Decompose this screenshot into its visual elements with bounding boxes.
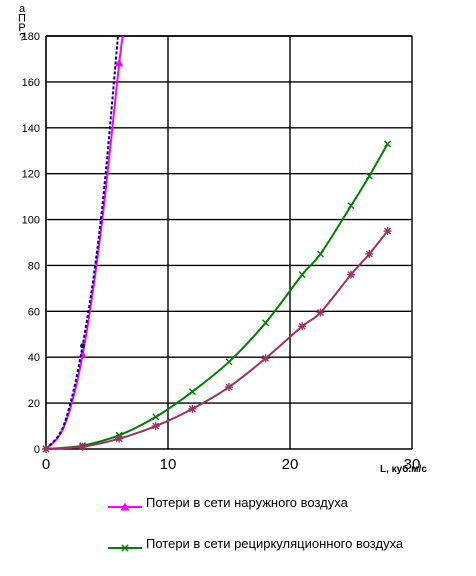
- data-point: [383, 227, 392, 236]
- data-point: [317, 250, 324, 258]
- tick-labels: 0 20 40 60 80 100 120 140 160 180 0 10 20 30: [22, 31, 421, 473]
- data-point: [298, 322, 307, 331]
- data-point: [384, 140, 392, 148]
- y-tick-label: 160: [22, 77, 40, 89]
- legend-swatch-recirculation: [108, 544, 142, 552]
- data-point: [225, 358, 233, 366]
- y-tick-label: 180: [22, 31, 40, 43]
- y-axis-label-letter: ?: [19, 32, 25, 44]
- y-tick-label: 80: [28, 260, 40, 272]
- data-point: [188, 388, 196, 396]
- data-point: [347, 270, 355, 279]
- data-point: [115, 58, 124, 67]
- legend: Потери в сети наружного воздуха Потери в…: [108, 494, 408, 576]
- x-axis-label: L, куб.м/с: [380, 463, 427, 475]
- y-tick-label: 60: [28, 306, 40, 318]
- data-point: [225, 383, 233, 392]
- data-point: [42, 445, 50, 453]
- series-line: [45, 35, 124, 450]
- y-axis-label-letter: П: [18, 13, 26, 25]
- y-tick-label: 40: [28, 352, 40, 364]
- y-axis-label: аПР?: [18, 3, 26, 44]
- y-tick-label: 0: [34, 444, 40, 456]
- y-tick-label: 120: [22, 169, 40, 181]
- data-point: [347, 202, 355, 210]
- legend-label-recirculation: Потери в сети рециркуляционного воздуха: [146, 536, 404, 551]
- series-line: [45, 35, 119, 450]
- data-point: [151, 422, 160, 431]
- x-tick-label: 30: [404, 456, 421, 473]
- data-point: [115, 434, 124, 443]
- data-point: [80, 343, 86, 349]
- data-point: [365, 172, 373, 180]
- legend-item-recirculation: Потери в сети рециркуляционного воздуха: [108, 535, 408, 572]
- data-point: [261, 354, 270, 363]
- data-point: [298, 271, 306, 279]
- y-tick-label: 140: [22, 123, 40, 135]
- x-tick-label: 20: [282, 456, 299, 473]
- axes: [45, 35, 412, 450]
- legend-item-outdoor: Потери в сети наружного воздуха: [108, 494, 408, 531]
- y-tick-label: 100: [22, 215, 40, 227]
- x-tick-label: 10: [160, 456, 177, 473]
- y-tick-label: 20: [28, 398, 40, 410]
- series-2: [42, 140, 392, 453]
- legend-swatch-outdoor: [108, 502, 142, 511]
- data-point: [188, 404, 197, 413]
- legend-label-outdoor: Потери в сети наружного воздуха: [146, 495, 348, 510]
- y-axis-label-letter: Р: [18, 22, 25, 34]
- data-point: [262, 319, 270, 327]
- data-point: [365, 249, 374, 258]
- y-axis-label-letter: а: [19, 3, 26, 15]
- x-tick-label: 0: [42, 456, 50, 473]
- series-1: [45, 35, 119, 450]
- data-point: [152, 413, 160, 421]
- data-point: [78, 442, 87, 451]
- series-3: [42, 227, 392, 453]
- series: [42, 35, 392, 453]
- data-point: [316, 308, 325, 317]
